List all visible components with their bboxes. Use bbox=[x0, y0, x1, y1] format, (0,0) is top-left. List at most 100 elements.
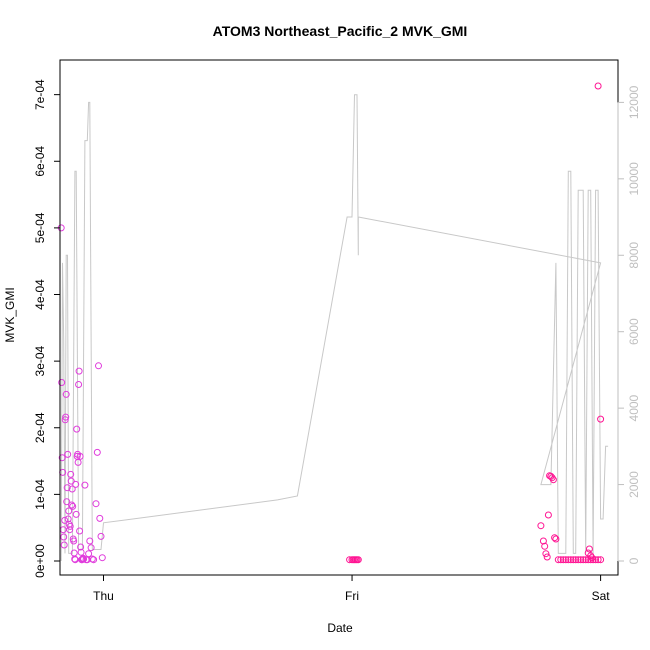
scatter-point bbox=[582, 556, 590, 564]
scatter-point bbox=[60, 541, 68, 549]
scatter-point bbox=[87, 544, 95, 552]
y-tick-label: 6e-04 bbox=[33, 146, 47, 177]
scatter-point bbox=[69, 502, 77, 510]
scatter-point bbox=[585, 545, 593, 553]
scatter-point bbox=[579, 556, 587, 564]
scatter-point bbox=[68, 485, 76, 493]
scatter-point bbox=[67, 477, 75, 485]
scatter-point bbox=[93, 448, 101, 456]
scatter-point bbox=[564, 556, 572, 564]
scatter-point bbox=[574, 556, 582, 564]
scatter-point bbox=[98, 554, 106, 562]
y-tick-label: 5e-04 bbox=[33, 212, 47, 243]
scatter-point bbox=[62, 413, 70, 421]
y-tick-label: 1e-04 bbox=[33, 479, 47, 510]
scatter-point bbox=[562, 556, 570, 564]
scatter-point bbox=[541, 542, 549, 550]
scatter-point bbox=[76, 527, 84, 535]
scatter-point bbox=[74, 458, 82, 466]
scatter-point bbox=[95, 362, 102, 370]
scatter-series bbox=[57, 82, 605, 564]
scatter-point bbox=[551, 534, 559, 542]
y-axis: 0e+00 1e-04 2e-04 3e-04 4e-04 5e-04 6e-04 7e-04 bbox=[33, 79, 61, 578]
line-series-path bbox=[60, 94, 609, 562]
scatter-point bbox=[85, 550, 93, 558]
scatter-point bbox=[543, 553, 551, 561]
scatter-point bbox=[577, 556, 585, 564]
scatter-point bbox=[64, 450, 72, 458]
scatter-point bbox=[63, 498, 71, 506]
y2-tick-label: 12000 bbox=[627, 85, 641, 119]
scatter-point bbox=[61, 416, 69, 424]
y2-tick-label: 6000 bbox=[627, 318, 641, 345]
scatter-point bbox=[77, 543, 85, 551]
scatter-point bbox=[86, 537, 94, 545]
scatter-point bbox=[588, 554, 596, 562]
scatter-point bbox=[67, 470, 75, 478]
scatter-point bbox=[66, 522, 74, 530]
scatter-point bbox=[549, 476, 557, 484]
scatter-point bbox=[572, 556, 580, 564]
plot-area bbox=[59, 59, 619, 576]
scatter-point bbox=[61, 516, 69, 524]
scatter-point bbox=[60, 533, 68, 541]
y2-tick-label: 4000 bbox=[627, 394, 641, 421]
scatter-point bbox=[81, 481, 89, 489]
scatter-point bbox=[76, 452, 84, 460]
scatter-point bbox=[77, 548, 85, 556]
y2-axis: 0 2000 4000 6000 8000 10000 12000 bbox=[617, 85, 641, 564]
x-tick-label: Thu bbox=[93, 589, 114, 603]
x-tick-label: Fri bbox=[345, 589, 359, 603]
scatter-point bbox=[70, 537, 78, 545]
scatter-point bbox=[592, 556, 600, 564]
scatter-point bbox=[554, 556, 562, 564]
y2-tick-label: 8000 bbox=[627, 242, 641, 269]
y-tick-label: 2e-04 bbox=[33, 412, 47, 443]
scatter-point bbox=[567, 556, 575, 564]
scatter-point bbox=[90, 556, 98, 564]
scatter-point bbox=[557, 556, 565, 564]
y-tick-label: 7e-04 bbox=[33, 79, 47, 110]
scatter-point bbox=[96, 514, 104, 522]
y-axis-label: MVK_GMI bbox=[3, 287, 17, 342]
scatter-point bbox=[68, 501, 76, 509]
y-tick-label: 4e-04 bbox=[33, 279, 47, 310]
scatter-point bbox=[73, 425, 81, 433]
plot-frame bbox=[59, 59, 619, 576]
scatter-point bbox=[63, 484, 71, 492]
scatter-point bbox=[552, 535, 560, 543]
y2-tick-label: 10000 bbox=[627, 162, 641, 196]
line-series bbox=[60, 94, 609, 562]
scatter-point bbox=[62, 390, 70, 398]
scatter-point bbox=[548, 474, 556, 482]
scatter-point bbox=[75, 367, 83, 375]
x-tick-label: Sat bbox=[592, 589, 611, 603]
scatter-point bbox=[58, 454, 66, 462]
scatter-point bbox=[569, 556, 577, 564]
scatter-point bbox=[597, 415, 605, 423]
scatter-point bbox=[354, 556, 362, 564]
scatter-point bbox=[597, 556, 605, 564]
scatter-point bbox=[594, 556, 602, 564]
scatter-point bbox=[72, 480, 80, 488]
y2-tick-label: 0 bbox=[627, 557, 641, 564]
x-axis-label: Date bbox=[327, 621, 353, 635]
scatter-point bbox=[594, 82, 602, 90]
y2-tick-label: 2000 bbox=[627, 471, 641, 498]
x-axis: Thu Fri Sat bbox=[93, 574, 611, 603]
scatter-point bbox=[97, 532, 105, 540]
scatter-point bbox=[559, 556, 567, 564]
chart-title: ATOM3 Northeast_Pacific_2 MVK_GMI bbox=[213, 23, 468, 39]
y-tick-label: 3e-04 bbox=[33, 345, 47, 376]
scatter-point bbox=[544, 511, 552, 519]
scatter-point bbox=[65, 507, 73, 515]
scatter-point bbox=[58, 379, 66, 386]
scatter-point bbox=[537, 522, 545, 530]
scatter-point bbox=[75, 381, 83, 388]
scatter-point bbox=[66, 526, 74, 534]
y-tick-label: 0e+00 bbox=[33, 544, 47, 578]
scatter-point bbox=[72, 510, 80, 518]
scatter-point bbox=[92, 500, 100, 508]
scatter-point bbox=[542, 550, 550, 558]
